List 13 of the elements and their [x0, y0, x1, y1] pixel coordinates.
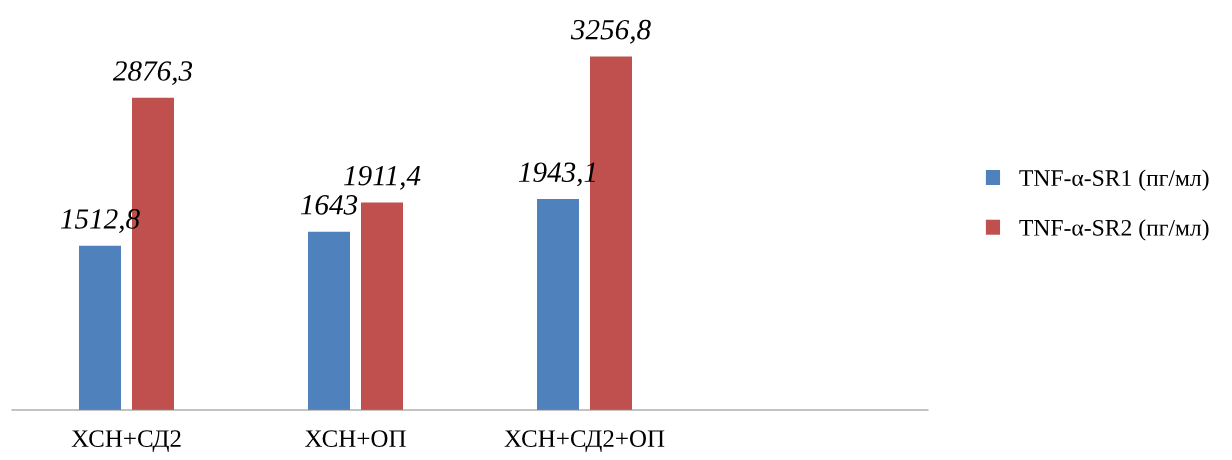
data-label: 1911,4: [344, 165, 421, 190]
x-tick-label: ХСН+СД2+ОП: [504, 430, 665, 453]
legend-label: TNF-α-SR1 (пг/мл): [1019, 169, 1209, 191]
data-label: 1643: [300, 195, 358, 215]
data-label: 2876,3: [112, 61, 193, 86]
legend-label: TNF-α-SR2 (пг/мл): [1019, 219, 1209, 241]
bar: [537, 199, 579, 410]
x-tick-label: ХСН+СД2: [71, 430, 181, 453]
bar: [361, 202, 403, 410]
x-tick-label: ХСН+ОП: [305, 430, 406, 448]
bar: [308, 231, 350, 410]
bar: [79, 245, 121, 410]
data-label: 3256,8: [570, 19, 651, 44]
